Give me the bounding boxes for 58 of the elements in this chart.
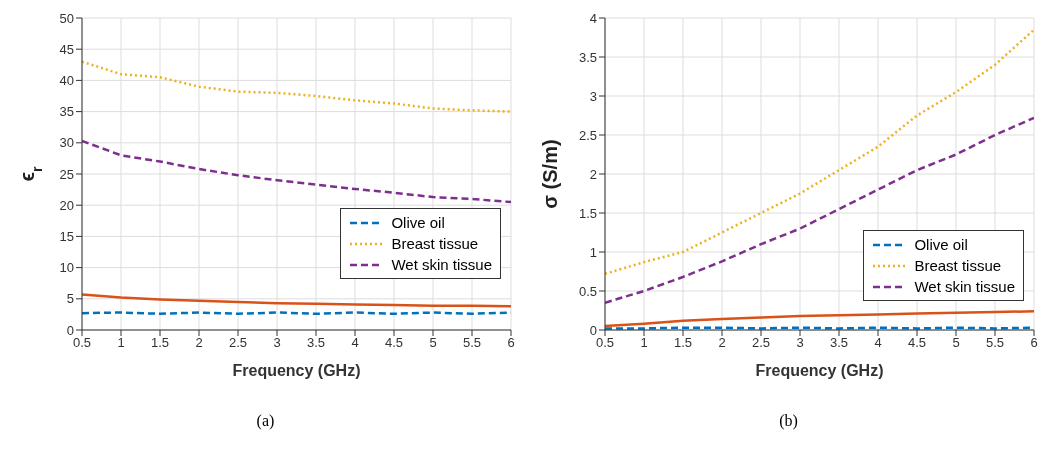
y-tick-label: 1.5 [578,205,597,221]
y-axis-title: σ (S/m) [539,139,561,209]
x-tick-label: 1 [117,335,125,351]
legend-label: Wet skin tissue [914,277,1015,297]
x-tick-label: 3 [273,335,281,351]
line-series [82,139,511,204]
y-tick-label: 2 [589,166,597,182]
x-tick-label: 5 [952,335,960,351]
legend-label: Breast tissue [391,234,479,254]
x-axis-title: Frequency (GHz) [755,362,884,379]
y-tick-label: 15 [59,229,74,245]
y-tick-label: 2.5 [578,127,597,143]
y-tick-label: 3 [589,88,597,104]
x-tick-label: 5.5 [985,335,1005,351]
y-tick-label: 20 [59,197,74,213]
y-tick-label: 35 [59,104,74,120]
y-tick-label: 40 [59,73,74,89]
x-tick-label: 5.5 [462,335,482,351]
x-tick-label: 1 [640,335,648,351]
text: (b) [778,412,799,430]
y-tick-label: 45 [59,41,74,57]
legend-label: Breast tissue [914,256,1002,276]
x-tick-label: 2 [718,335,726,351]
x-tick-label: 5 [429,335,437,351]
x-tick-label: 2 [195,335,203,351]
y-tick-label: 3.5 [578,49,597,65]
x-tick-label: 3.5 [829,335,849,351]
x-tick-label: 4.5 [907,335,927,351]
line-series [82,293,511,308]
y-tick-label: 30 [59,135,74,151]
legend-label: Olive oil [391,213,445,233]
x-tick-label: 4.5 [384,335,404,351]
y-tick-label: 0.5 [578,283,597,299]
x-tick-label: 1.5 [150,335,170,351]
x-tick-label: 2.5 [228,335,248,351]
x-axis-title: Frequency (GHz) [232,362,361,379]
x-tick-label: 4 [874,335,882,351]
x-tick-label: 6 [1030,335,1038,351]
x-tick-label: 2.5 [751,335,771,351]
legend-label: Olive oil [914,235,968,255]
y-tick-label: 4 [589,10,597,26]
y-tick-label: 0 [66,322,74,338]
y-tick-label: 50 [59,10,74,26]
line-series [605,116,1034,304]
y-tick-label: 5 [66,291,74,307]
y-tick-label: 10 [59,260,74,276]
x-tick-label: 4 [351,335,359,351]
y-tick-label: 1 [589,244,597,260]
line-series [82,60,511,113]
legend-label: Wet skin tissue [391,255,492,275]
text: (a) [255,412,276,430]
y-tick-label: 0 [589,322,597,338]
x-tick-label: 1.5 [673,335,693,351]
line-series [605,28,1034,276]
y-tick-label: 25 [59,166,74,182]
x-tick-label: 3 [796,335,804,351]
x-tick-label: 3.5 [306,335,326,351]
x-tick-label: 6 [507,335,515,351]
